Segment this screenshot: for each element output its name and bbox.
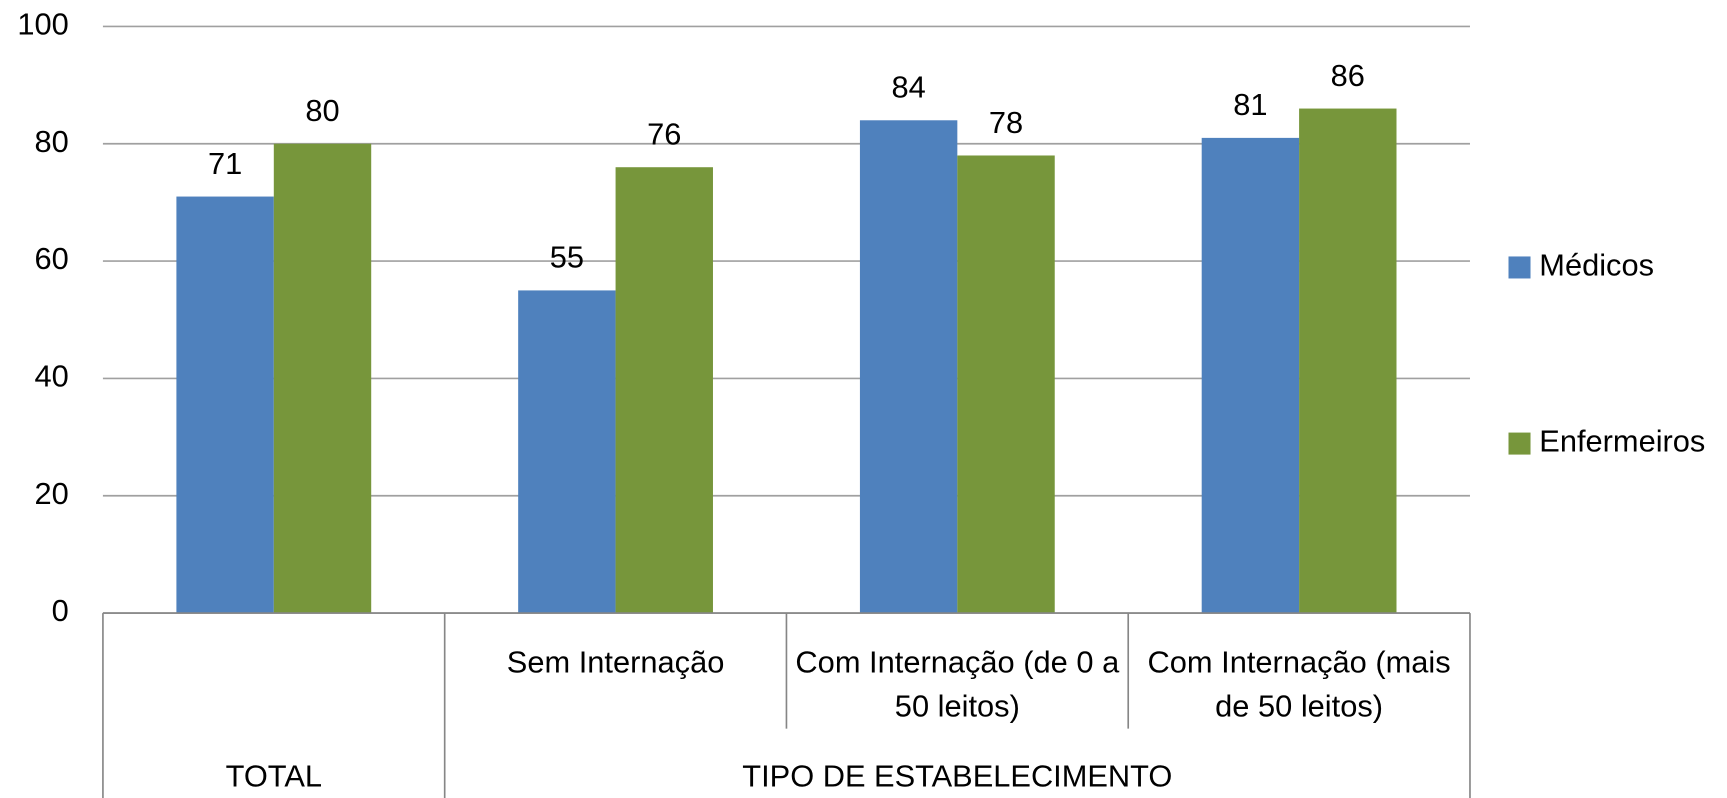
bar [176,196,274,614]
legend-label: Médicos [1539,248,1654,283]
bar [1201,137,1300,614]
x-tick-label: Sem Internação [506,645,725,680]
legend-swatch [1508,432,1531,455]
y-tick-label: 40 [35,359,69,394]
data-label: 81 [1233,87,1267,122]
bar [859,120,958,614]
category-label-box: Com Internação (mais de 50 leitos) [1147,645,1451,724]
legend-swatch [1508,256,1531,279]
group-label: TIPO DE ESTABELECIMENTO [742,758,1172,793]
legend-label: Enfermeiros [1539,424,1705,459]
y-tick-label: 80 [35,124,69,159]
bar [1299,108,1397,614]
data-label: 84 [891,70,925,105]
y-tick-label: 100 [17,7,68,42]
group-label: TOTAL [226,758,322,793]
y-tick-label: 60 [35,241,69,276]
data-label: 71 [208,146,242,181]
x-tick-label: Com Internação (mais de 50 leitos) [1147,645,1451,724]
category-label-box: Com Internação (de 0 a 50 leitos) [795,645,1120,724]
data-label: 76 [647,117,681,152]
y-tick-label: 0 [52,593,69,628]
bar [615,167,713,614]
data-label: 86 [1331,58,1365,93]
data-label: 55 [550,240,584,275]
y-tick-label: 20 [35,476,69,511]
category-label-box: Sem Internação [506,645,725,680]
bar [957,155,1055,614]
bar [273,143,372,614]
data-label: 80 [305,93,339,128]
bar [518,290,616,614]
data-label: 78 [989,105,1023,140]
x-tick-label: Com Internação (de 0 a 50 leitos) [795,645,1120,724]
